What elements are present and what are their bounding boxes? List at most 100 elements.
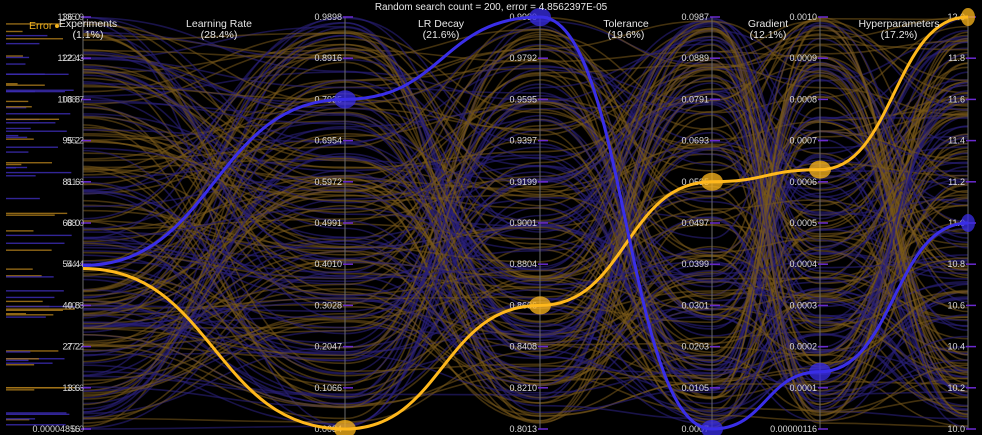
error-bar xyxy=(6,106,27,109)
tick-label: 0.9898 xyxy=(314,12,342,22)
tick-label: 0.8210 xyxy=(509,383,537,393)
error-bar xyxy=(6,268,33,270)
axis-name: Hyperparameters xyxy=(858,18,940,30)
error-bar xyxy=(6,413,70,416)
tick-label: 0.0595 xyxy=(681,177,709,187)
error-bar xyxy=(6,389,35,391)
chart-title: Random search count = 200, error = 4.856… xyxy=(374,2,608,13)
background-line xyxy=(82,33,969,424)
error-bar xyxy=(6,84,45,86)
background-line xyxy=(82,16,969,394)
axis-header: Hyperparameters (17.2%) xyxy=(858,19,939,41)
tick-label: 136.0 xyxy=(57,12,80,22)
background-line xyxy=(82,39,969,362)
tick-label: 10.2 xyxy=(947,383,965,393)
error-bar xyxy=(6,90,36,93)
value-dot xyxy=(334,90,356,109)
background-line xyxy=(82,58,969,333)
axis-name: Experiments xyxy=(58,18,118,30)
error-bar xyxy=(6,146,58,148)
error-bar xyxy=(6,151,29,153)
tick-label: 10.6 xyxy=(947,300,965,310)
tick-label: 0.1066 xyxy=(314,383,342,393)
tick-label: 0.0007 xyxy=(681,424,709,434)
error-bar xyxy=(6,350,59,352)
error-bar xyxy=(6,100,29,103)
background-line xyxy=(82,101,969,347)
tick-label: 0.6954 xyxy=(314,136,342,146)
axis-header: Learning Rate (28.4%) xyxy=(186,19,252,41)
tick-label: 0.9199 xyxy=(509,177,537,187)
tick-label-overlay: 95.2 xyxy=(66,136,84,146)
tick-label: 0.0010 xyxy=(789,12,817,22)
tick-label: 27.2 xyxy=(62,342,80,352)
tick-label: 0.3028 xyxy=(314,300,342,310)
axis-importance: (21.6%) xyxy=(422,29,460,41)
error-bar xyxy=(6,387,65,389)
tick-label: 0.0105 xyxy=(681,383,709,393)
error-bar xyxy=(6,90,65,93)
tick-label: 0.8013 xyxy=(509,424,537,434)
error-bar xyxy=(6,308,75,310)
tick-label: 0.9397 xyxy=(509,136,537,146)
tick-label: 0.0889 xyxy=(681,53,709,63)
error-bar xyxy=(6,418,36,420)
highlighted-line xyxy=(82,15,969,431)
value-dot xyxy=(809,362,831,381)
error-bar xyxy=(6,166,28,169)
tick-label: 0.8916 xyxy=(314,53,342,63)
tick-label: 122.4 xyxy=(57,53,80,63)
background-line xyxy=(82,95,969,430)
error-bar xyxy=(6,83,18,85)
tick-label: 0.8804 xyxy=(509,259,537,269)
error-label: Error xyxy=(29,20,53,32)
axis-header: Gradient (12.1%) xyxy=(748,19,788,41)
axis-name: Gradient xyxy=(747,18,789,30)
error-bar xyxy=(6,136,28,139)
error-bar xyxy=(6,134,19,137)
background-line xyxy=(82,84,969,399)
error-bar xyxy=(6,56,30,59)
background-line xyxy=(82,20,969,376)
tick-label: 0.0497 xyxy=(681,218,709,228)
error-bar xyxy=(6,358,39,360)
error-bar xyxy=(6,290,64,292)
tick-label: 11.2 xyxy=(948,177,965,187)
tick-label: 11.4 xyxy=(948,136,965,146)
tick-label: 0.0006 xyxy=(789,177,817,187)
error-bar xyxy=(6,34,48,37)
background-line xyxy=(82,90,969,413)
tick-label: 0.0791 xyxy=(681,94,709,104)
error-bar xyxy=(6,276,54,278)
error-bar xyxy=(6,89,74,91)
tick-label: 108.8 xyxy=(57,94,80,104)
error-bar xyxy=(6,163,22,166)
tick-label: 0.2047 xyxy=(314,342,342,352)
error-bar xyxy=(6,313,27,315)
tick-label: 13.6 xyxy=(62,383,80,393)
background-line xyxy=(82,20,969,392)
tick-label: 0.0003 xyxy=(789,300,817,310)
tick-label: 0.0987 xyxy=(681,12,709,22)
error-bar xyxy=(6,63,26,65)
background-line xyxy=(82,29,969,169)
tick-label: 0.0004 xyxy=(789,259,817,269)
error-bar xyxy=(6,127,31,130)
tick-label: 0.00004856 xyxy=(32,424,80,434)
error-bar xyxy=(6,162,52,164)
error-bar xyxy=(6,118,60,121)
tick-label-overlay: 108.7 xyxy=(61,94,84,104)
background-line xyxy=(82,75,969,415)
error-bar xyxy=(6,359,29,362)
background-line xyxy=(82,81,969,406)
tick-label: 10.8 xyxy=(947,259,965,269)
error-bar xyxy=(6,30,23,33)
background-line xyxy=(82,92,969,423)
tick-label: 0.9001 xyxy=(509,218,537,228)
error-bar xyxy=(6,234,72,237)
background-line xyxy=(82,50,969,325)
value-dot xyxy=(961,8,975,26)
error-bar xyxy=(6,418,30,421)
error-bar xyxy=(6,55,23,57)
